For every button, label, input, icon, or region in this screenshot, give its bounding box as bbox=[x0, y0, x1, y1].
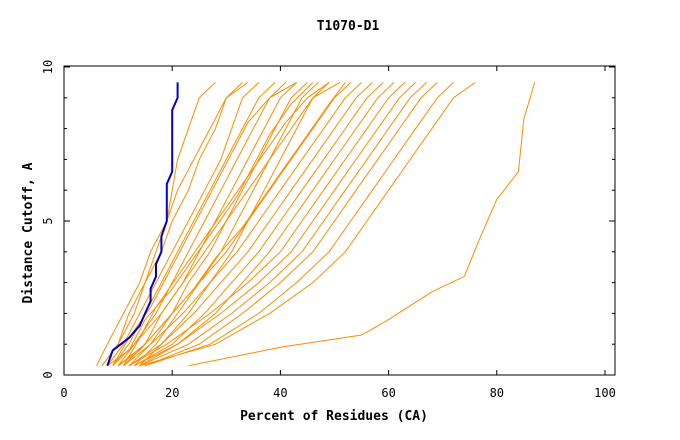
x-axis: 0 20 40 60 80 100 bbox=[60, 66, 616, 400]
series-line bbox=[134, 82, 417, 367]
plot-frame bbox=[63, 65, 616, 376]
series-line bbox=[139, 82, 330, 367]
series-line bbox=[106, 82, 260, 367]
chart-title: T1070-D1 bbox=[317, 19, 380, 34]
series-line bbox=[139, 82, 427, 367]
y-axis: 0 5 10 bbox=[41, 60, 615, 379]
series-line bbox=[112, 81, 341, 367]
y-axis-label: Distance Cutoff, A bbox=[21, 162, 36, 303]
highlight-layer bbox=[106, 82, 179, 367]
x-tick-label: 100 bbox=[594, 386, 616, 400]
series-line bbox=[107, 82, 314, 367]
series-line bbox=[139, 82, 395, 367]
x-tick-label: 80 bbox=[490, 386, 504, 400]
x-tick-label: 0 bbox=[60, 386, 67, 400]
series-line-highlight bbox=[106, 82, 179, 367]
series-line bbox=[123, 81, 330, 367]
series-line bbox=[128, 82, 373, 367]
series-line bbox=[117, 82, 287, 367]
y-tick-label: 10 bbox=[41, 60, 55, 74]
series-line bbox=[139, 81, 476, 367]
x-axis-label: Percent of Residues (CA) bbox=[240, 409, 428, 424]
series-line bbox=[123, 82, 362, 367]
x-tick-label: 60 bbox=[381, 386, 395, 400]
series-line bbox=[101, 82, 243, 367]
series-line bbox=[144, 82, 454, 367]
x-tick-label: 20 bbox=[165, 386, 179, 400]
series-line bbox=[133, 82, 319, 367]
y-tick-label: 5 bbox=[41, 217, 55, 224]
series-line bbox=[144, 82, 438, 367]
series-line bbox=[128, 82, 406, 367]
y-tick-label: 0 bbox=[41, 371, 55, 378]
series-line bbox=[188, 82, 536, 367]
series-line bbox=[134, 82, 384, 367]
x-tick-label: 40 bbox=[273, 386, 287, 400]
series-layer bbox=[96, 81, 536, 367]
series-line bbox=[123, 82, 297, 367]
series-line bbox=[117, 82, 346, 367]
series-line bbox=[101, 82, 216, 367]
